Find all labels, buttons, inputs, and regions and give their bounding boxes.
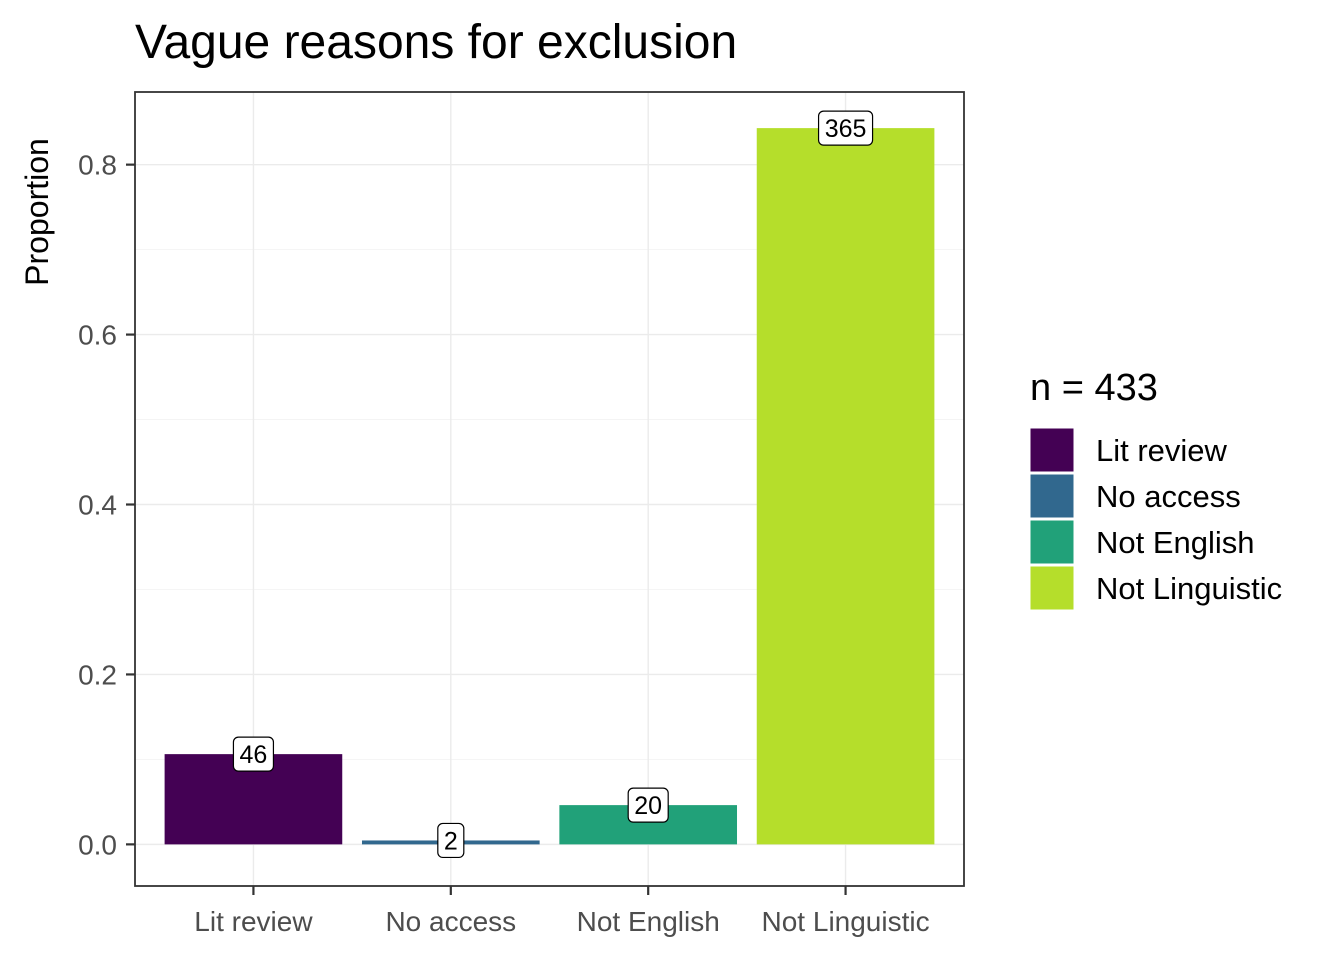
legend-label: Not English — [1096, 525, 1255, 560]
x-tick-label: Not English — [577, 906, 720, 937]
legend-items: Lit review No access Not English Not Lingui… — [1029, 427, 1282, 611]
y-tick-label: 0.8 — [78, 150, 117, 181]
data-label-box — [627, 787, 669, 823]
data-label: 46 — [240, 741, 268, 769]
bars — [164, 128, 935, 845]
data-label-box — [437, 822, 465, 859]
data-labels: 46 2 20 365 — [232, 110, 874, 859]
legend-swatch — [1029, 427, 1075, 473]
legend-title: n = 433 — [1030, 367, 1158, 409]
panel-border — [134, 91, 965, 887]
y-tick-label: 0.2 — [78, 659, 117, 690]
data-label: 365 — [825, 115, 867, 143]
x-axis: Lit review No access Not English Not Lingui… — [194, 886, 930, 937]
data-label: 2 — [444, 827, 458, 855]
y-tick-label: 0.0 — [78, 829, 117, 860]
x-tick-label: Lit review — [194, 906, 313, 937]
legend-label: Not Linguistic — [1096, 571, 1282, 606]
data-label-box — [232, 736, 275, 772]
legend-swatch — [1029, 473, 1075, 519]
x-tick-label: No access — [385, 906, 516, 937]
x-tick-label: Not Linguistic — [762, 906, 930, 937]
legend-swatch — [1029, 519, 1075, 565]
data-label: 20 — [634, 792, 662, 820]
y-axis: 0.0 0.2 0.4 0.6 0.8 — [78, 150, 135, 860]
bar — [756, 128, 935, 845]
legend: n = 433 Lit review No access Not English No… — [1029, 367, 1282, 611]
chart-title: Vague reasons for exclusion — [135, 16, 737, 69]
data-label-box — [817, 110, 874, 146]
y-tick-label: 0.4 — [78, 490, 117, 521]
legend-label: No access — [1096, 479, 1241, 514]
y-tick-label: 0.6 — [78, 320, 117, 351]
y-axis-title: Proportion — [19, 138, 55, 286]
legend-swatch — [1029, 565, 1075, 611]
legend-label: Lit review — [1096, 433, 1228, 468]
